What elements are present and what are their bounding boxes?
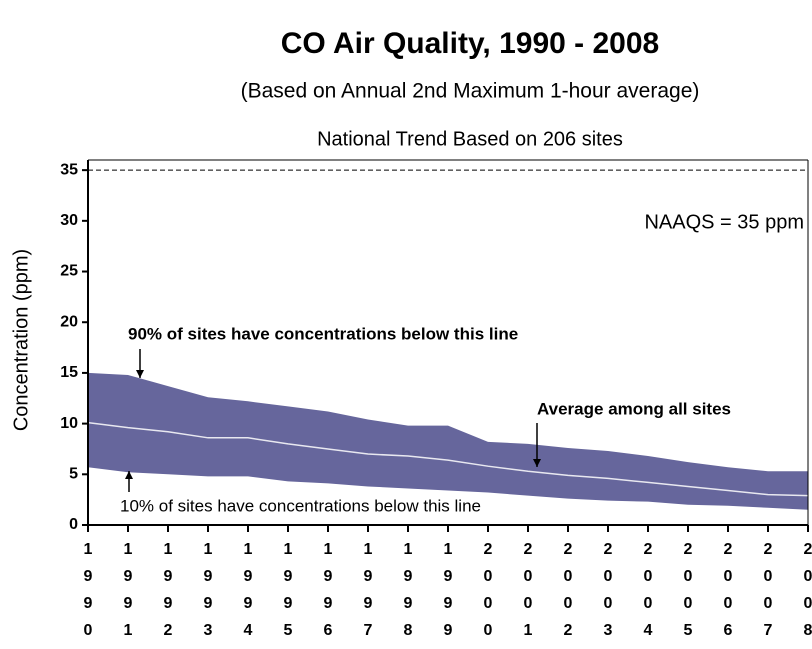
y-tick-label: 30 [60, 212, 78, 229]
chart-title: CO Air Quality, 1990 - 2008 [281, 27, 660, 60]
arrow-head [533, 459, 541, 467]
annotation: Average among all sites [537, 399, 731, 418]
arrow-head [136, 370, 144, 378]
y-tick-label: 25 [60, 263, 78, 280]
y-tick-label: 20 [60, 313, 78, 330]
arrow-head [125, 471, 133, 479]
y-tick-label: 35 [60, 161, 78, 178]
y-tick-label: 15 [60, 364, 78, 381]
y-tick-label: 0 [69, 516, 78, 533]
annotation: 10% of sites have concentrations below t… [120, 496, 481, 515]
annotation: 90% of sites have concentrations below t… [128, 324, 518, 343]
chart-subtitle: National Trend Based on 206 sites [317, 128, 623, 150]
reference-label: NAAQS = 35 ppm [644, 211, 804, 233]
average-line [87, 421, 809, 497]
chart-subtitle: (Based on Annual 2nd Maximum 1-hour aver… [241, 80, 700, 103]
band-area [88, 467, 808, 525]
y-axis-label: Concentration (ppm) [10, 249, 32, 431]
y-tick-label: 5 [69, 466, 78, 483]
y-tick-label: 10 [60, 415, 78, 432]
